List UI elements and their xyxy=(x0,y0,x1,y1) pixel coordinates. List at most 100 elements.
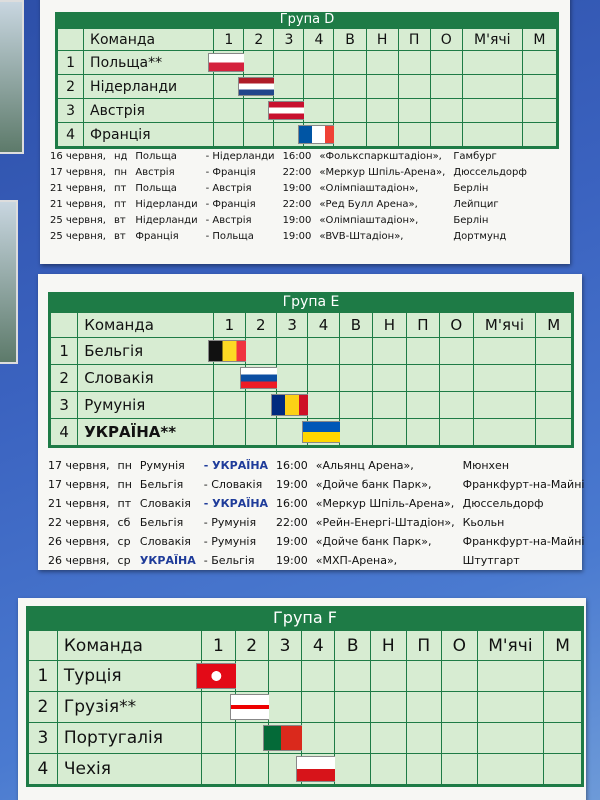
match-date: 21 червня, xyxy=(48,497,110,510)
score-cell xyxy=(369,691,407,723)
row-number: 4 xyxy=(49,418,79,446)
score-cell xyxy=(521,122,558,147)
match-weekday: сб xyxy=(117,516,131,529)
header-cell: В xyxy=(338,312,374,338)
header-cell: 3 xyxy=(275,312,309,338)
score-cell xyxy=(338,364,374,392)
team-row: 1 Бельгія xyxy=(49,337,572,365)
row-number: 1 xyxy=(49,337,79,365)
side-photo xyxy=(0,200,18,364)
score-cell xyxy=(338,337,374,365)
group-title: Група E xyxy=(282,294,340,310)
match-time: 16:00 xyxy=(276,459,308,472)
score-cell xyxy=(476,722,545,754)
score-cell xyxy=(405,753,443,785)
match-time: 19:00 xyxy=(276,554,308,567)
match-home: Бельгія xyxy=(139,478,184,491)
row-number: 3 xyxy=(49,391,79,419)
score-cell xyxy=(476,660,545,692)
team-row: 4 Чехія xyxy=(28,753,582,785)
score-cell xyxy=(333,122,367,147)
score-cell xyxy=(229,691,274,723)
header-cell: 4 xyxy=(303,28,335,51)
score-cell xyxy=(301,660,336,692)
score-cell xyxy=(303,98,335,123)
score-cell xyxy=(439,337,474,365)
score-cell xyxy=(405,391,441,419)
match-stadium: «Олімпіаштадіон», xyxy=(319,182,419,194)
match-away: - Румунія xyxy=(203,535,257,548)
team-row: 2 Нідерланди xyxy=(56,74,558,99)
match-date: 25 червня, xyxy=(50,230,106,242)
match-row: 17 червня, пн Бельгія - Словакія 19:00 «Дойче… xyxy=(44,475,588,494)
team-name: Нідерланди xyxy=(83,74,215,99)
group-table: Група E Команда 1 2 3 4 В Н П О М'ячі М 1 Бельгія 2 Сло… xyxy=(48,292,574,448)
team-name: Бельгія xyxy=(77,337,215,365)
score-cell xyxy=(201,753,236,785)
match-away: - УКРАЇНА xyxy=(203,497,269,510)
row-number: 2 xyxy=(56,74,85,99)
match-date: 22 червня, xyxy=(48,516,110,529)
score-cell xyxy=(372,337,407,365)
score-cell xyxy=(405,337,441,365)
score-cell xyxy=(262,722,308,754)
score-cell xyxy=(429,98,463,123)
match-schedule: 17 червня, пн Румунія - УКРАЇНА 16:00 «Альянц… xyxy=(44,456,588,570)
match-row: 21 червня, пт Словакія - УКРАЇНА 16:00 «Мерку… xyxy=(44,494,588,513)
score-cell xyxy=(521,98,558,123)
group-title: Група D xyxy=(279,12,335,27)
score-cell xyxy=(535,337,572,365)
score-cell xyxy=(275,337,309,365)
score-cell xyxy=(543,753,582,785)
score-cell xyxy=(476,691,545,723)
header-cell: О xyxy=(439,312,474,338)
header-cell: М xyxy=(543,630,582,661)
match-home: Франція xyxy=(135,230,179,242)
flag xyxy=(262,725,308,751)
match-row: 21 червня, пт Нідерланди - Франція 22:00 «Ред… xyxy=(46,196,531,212)
score-cell xyxy=(196,660,241,692)
team-name: Румунія xyxy=(77,391,215,419)
header-cell: М'ячі xyxy=(472,312,537,338)
score-cell xyxy=(267,660,303,692)
score-cell xyxy=(441,691,478,723)
match-stadium: «Меркур Шпіль-Арена», xyxy=(315,497,455,510)
match-away: - Словакія xyxy=(203,478,263,491)
score-cell xyxy=(213,98,245,123)
score-cell xyxy=(213,391,246,419)
header-row: Команда 1 2 3 4 В Н П О М'ячі М xyxy=(28,630,582,661)
score-cell xyxy=(301,691,336,723)
match-weekday: пт xyxy=(113,198,127,210)
header-cell: 2 xyxy=(244,312,277,338)
match-home: Нідерланди xyxy=(135,198,198,210)
match-away: - УКРАЇНА xyxy=(203,459,269,472)
match-time: 19:00 xyxy=(282,182,312,194)
score-cell xyxy=(333,50,367,75)
score-cell xyxy=(461,50,523,75)
score-cell xyxy=(298,122,340,147)
match-date: 17 червня, xyxy=(48,478,110,491)
team-name: УКРАЇНА** xyxy=(77,418,215,446)
header-cell: 2 xyxy=(243,28,275,51)
match-row: 26 червня, ср Словакія - Румунія 19:00 «Дойче… xyxy=(44,532,588,551)
match-weekday: нд xyxy=(113,150,128,162)
score-cell xyxy=(268,98,310,123)
match-time: 19:00 xyxy=(276,535,308,548)
score-cell xyxy=(333,98,367,123)
score-cell xyxy=(213,122,245,147)
match-home: Польща xyxy=(135,182,177,194)
match-weekday: пт xyxy=(117,497,132,510)
match-city: Дюссельдорф xyxy=(462,497,544,510)
score-cell xyxy=(303,74,335,99)
match-date: 25 червня, xyxy=(50,214,106,226)
match-row: 16 червня, нд Польща - Нідерланди 16:00 «Фоль… xyxy=(46,148,531,164)
header-cell xyxy=(56,28,85,51)
score-cell xyxy=(369,753,407,785)
match-time: 16:00 xyxy=(276,497,308,510)
score-cell xyxy=(439,391,474,419)
row-number: 3 xyxy=(28,722,58,754)
match-weekday: пн xyxy=(117,459,132,472)
score-cell xyxy=(267,691,303,723)
team-row: 4 Франція xyxy=(56,122,558,147)
